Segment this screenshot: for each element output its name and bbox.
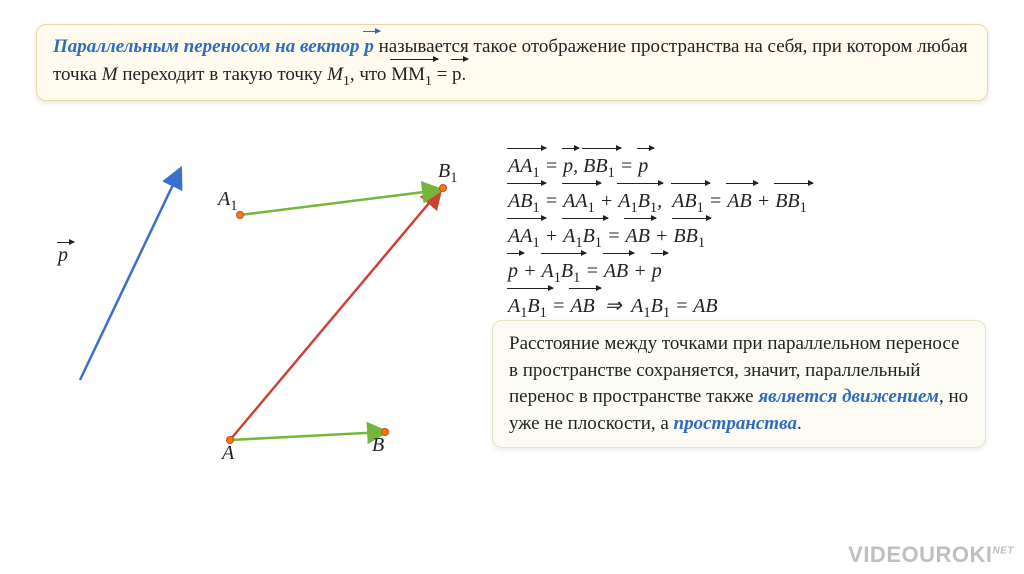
label-B1: B1 bbox=[438, 160, 457, 187]
label-A: A bbox=[222, 442, 234, 465]
watermark: VIDEOUROKINET bbox=[848, 542, 1014, 568]
equation-line: p + A1B1 = AB + p bbox=[508, 255, 998, 290]
label-A1: A1 bbox=[218, 188, 237, 215]
diagram-svg bbox=[50, 150, 490, 490]
label-p: p bbox=[58, 244, 68, 267]
conclusion-t3: . bbox=[797, 413, 802, 434]
equation-line: AB1 = AA1 + A1B1, AB1 = AB + BB1 bbox=[508, 185, 998, 220]
definition-lead: Параллельным переносом на вектор p bbox=[53, 36, 374, 57]
conclusion-emph2: пространства bbox=[674, 413, 797, 434]
label-B: B bbox=[372, 434, 384, 457]
conclusion-emph1: является движением bbox=[758, 386, 939, 407]
vector-diagram: p A B A1 B1 bbox=[50, 150, 490, 490]
conclusion-box: Расстояние между точками при параллельно… bbox=[492, 320, 986, 448]
watermark-suffix: NET bbox=[993, 546, 1015, 557]
equations-block: AA1 = p, BB1 = pAB1 = AA1 + A1B1, AB1 = … bbox=[508, 150, 998, 325]
definition-box: Параллельным переносом на вектор p назыв… bbox=[36, 24, 988, 101]
watermark-brand: VIDEOUROKI bbox=[848, 542, 992, 567]
